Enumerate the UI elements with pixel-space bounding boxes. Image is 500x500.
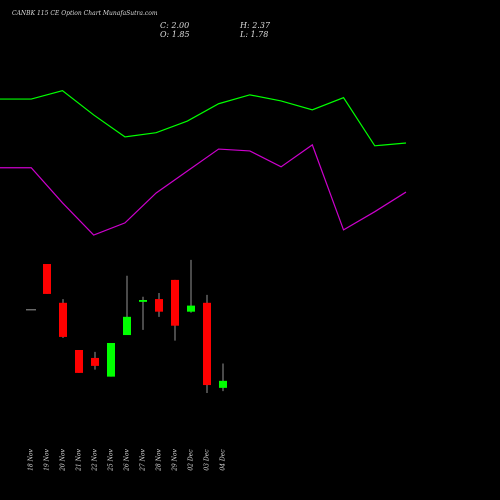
candle-body bbox=[59, 302, 67, 337]
candle-body bbox=[139, 300, 147, 302]
indicator-line bbox=[0, 89, 407, 147]
candle-body bbox=[219, 380, 227, 388]
x-tick-label: 20 Nov bbox=[60, 448, 67, 471]
x-tick-label: 21 Nov bbox=[76, 448, 83, 471]
x-tick-label: 02 Dec bbox=[188, 449, 195, 471]
x-tick-label: 27 Nov bbox=[140, 448, 147, 471]
x-tick-label: 04 Dec bbox=[220, 449, 227, 471]
x-tick-label: 26 Nov bbox=[124, 448, 131, 471]
x-tick-label: 25 Nov bbox=[108, 448, 115, 471]
x-tick-label: 19 Nov bbox=[44, 448, 51, 470]
candle-body bbox=[203, 302, 211, 386]
indicator-line bbox=[0, 143, 407, 236]
candle-body bbox=[107, 342, 115, 377]
close-label: C: 2.00 bbox=[160, 21, 189, 30]
candle-body bbox=[171, 279, 179, 326]
candle-body bbox=[187, 305, 195, 312]
x-tick-label: 22 Nov bbox=[92, 448, 99, 471]
chart-title: CANBK 115 CE Option Chart MunafaSutra.co… bbox=[12, 10, 158, 17]
x-tick-label: 28 Nov bbox=[156, 448, 163, 471]
candle-body bbox=[123, 316, 131, 336]
x-tick-label: 18 Nov bbox=[28, 448, 35, 470]
candle-body bbox=[155, 299, 163, 312]
x-tick-label: 29 Nov bbox=[172, 448, 179, 471]
candle-body bbox=[43, 264, 51, 294]
high-label: H: 2.37 bbox=[239, 21, 271, 30]
low-label: L: 1.78 bbox=[239, 30, 268, 39]
candle-body bbox=[91, 357, 99, 366]
candle-body bbox=[75, 350, 83, 373]
x-tick-label: 03 Dec bbox=[204, 449, 211, 471]
open-label: O: 1.85 bbox=[160, 30, 190, 39]
